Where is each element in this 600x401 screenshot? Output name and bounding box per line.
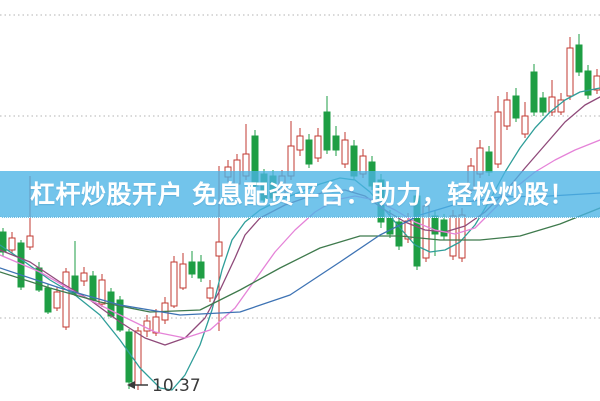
candle-down <box>323 96 331 154</box>
candle-up <box>161 297 169 324</box>
candle-up <box>314 128 322 162</box>
candle-down <box>440 214 448 240</box>
candle-up <box>134 327 142 390</box>
candle-down <box>71 241 79 296</box>
candle-up <box>296 128 304 156</box>
candle-down <box>575 34 583 76</box>
candle-up <box>98 274 106 307</box>
candle-up <box>152 309 160 336</box>
candle-down <box>512 88 520 122</box>
promo-banner: 杠杆炒股开户 免息配资平台：助力，轻松炒股！ <box>0 171 600 218</box>
candle-down <box>539 92 547 116</box>
candle-down <box>305 134 313 168</box>
candle-up <box>62 268 70 330</box>
candle-up <box>494 96 502 168</box>
ma-line-slow-darkgreen <box>0 207 600 313</box>
candle-down <box>125 329 133 389</box>
candle-up <box>521 102 529 138</box>
candle-up <box>593 69 600 94</box>
candle-up <box>566 37 574 100</box>
candle-up <box>170 256 178 308</box>
candle-down <box>530 64 538 116</box>
candle-up <box>206 280 214 302</box>
ma-line-mid-pink <box>0 139 600 339</box>
candle-up <box>53 287 61 311</box>
candle-up <box>80 267 88 286</box>
candle-down <box>188 251 196 278</box>
candle-down <box>197 255 205 282</box>
candle-up <box>341 132 349 168</box>
low-price-label: 10.37 <box>152 376 201 396</box>
candle-up <box>179 253 187 290</box>
promo-banner-text: 杠杆炒股开户 免息配资平台：助力，轻松炒股！ <box>30 179 575 209</box>
candle-up <box>503 92 511 130</box>
low-price-annotation: 10.37 <box>127 376 201 396</box>
candle-down <box>395 216 403 250</box>
candle-down <box>332 126 340 156</box>
candle-up <box>8 232 16 253</box>
candle-down <box>584 65 592 99</box>
